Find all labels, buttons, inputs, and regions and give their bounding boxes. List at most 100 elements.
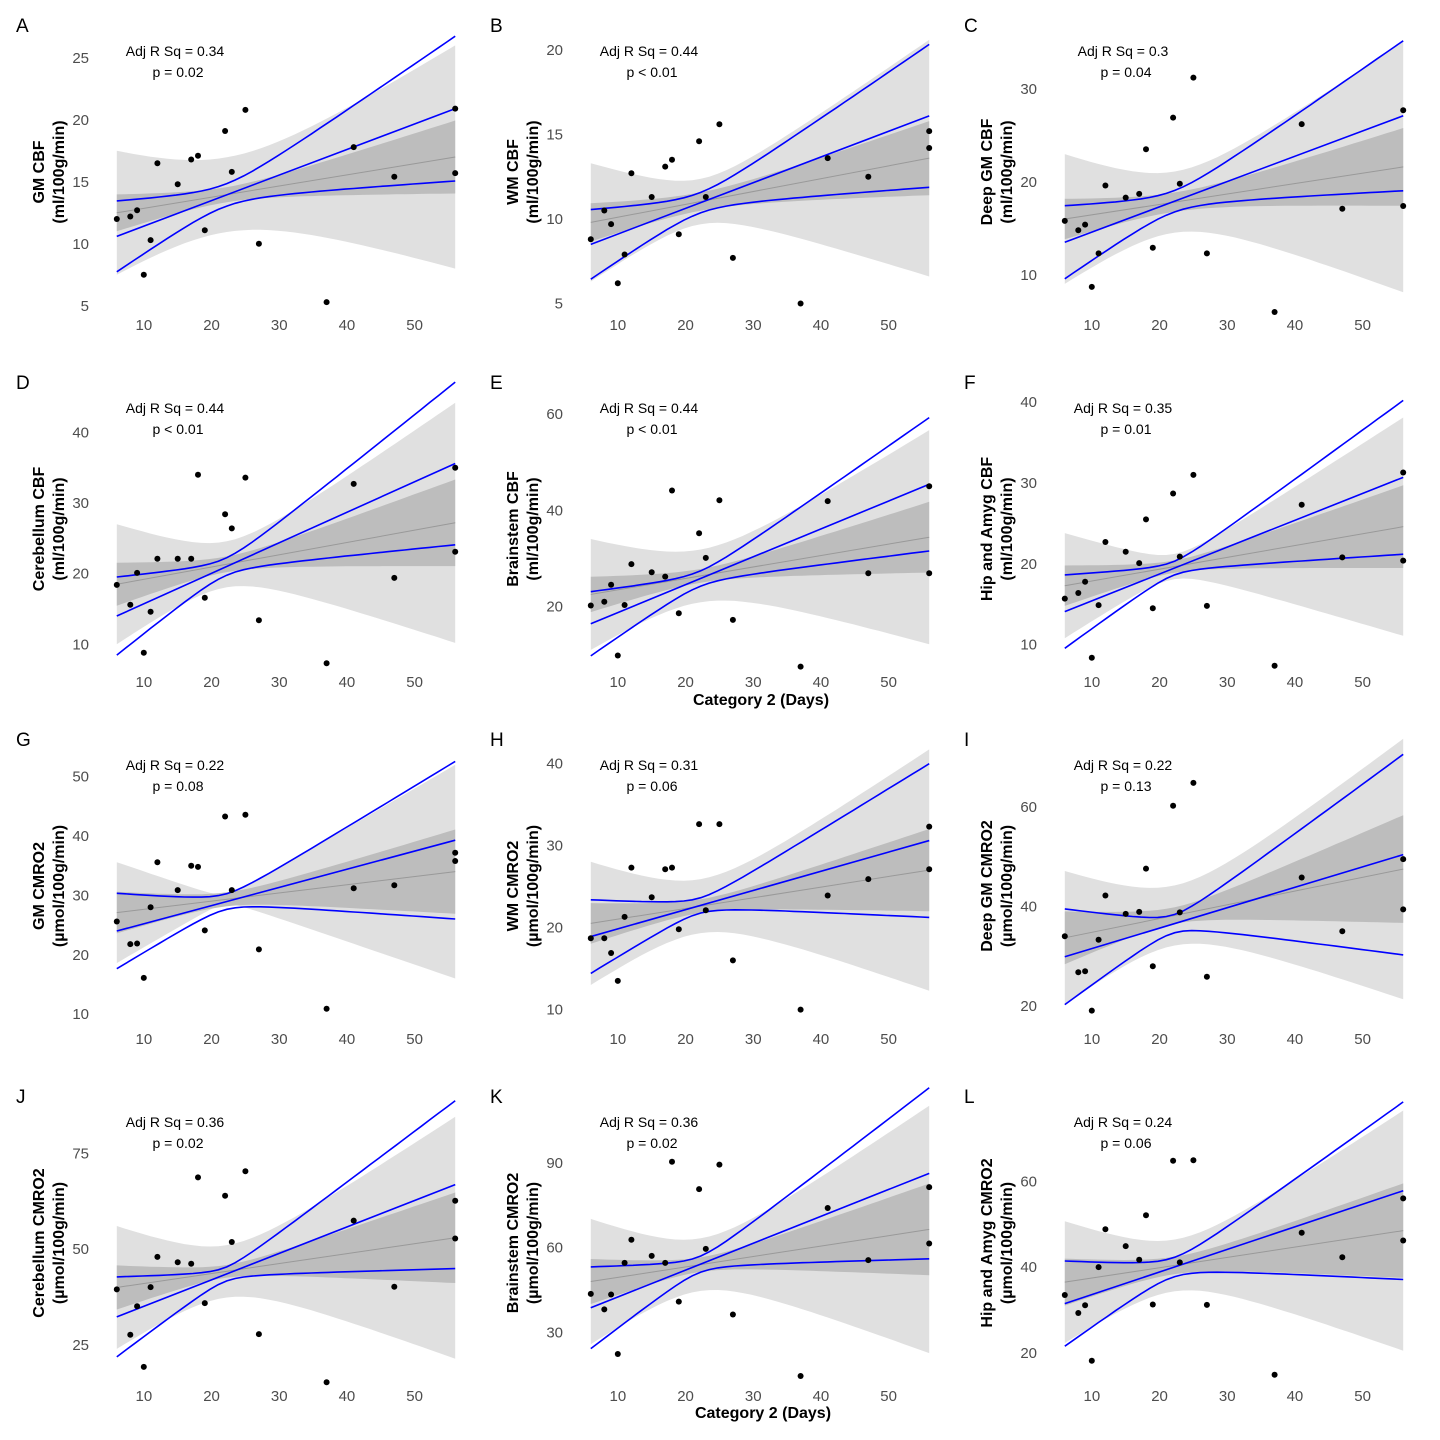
confidence-band [1064,485,1404,606]
data-point [391,1283,398,1290]
y-tick-label: 40 [1020,394,1037,411]
data-point [452,105,459,112]
data-point [1149,1301,1156,1308]
data-point [608,581,615,588]
data-point [201,1300,208,1307]
y-tick-label: 5 [81,298,89,315]
reference-line [1064,166,1404,220]
data-point [1136,1256,1143,1263]
x-tick-label: 50 [880,1388,897,1405]
y-tick-label: 15 [72,174,89,191]
data-point [195,1174,201,1181]
data-point [1075,1310,1082,1316]
adj-r-sq-label: Adj R Sq = 0.44 [600,400,699,416]
ci-lower-line [590,1258,930,1350]
confidence-band [590,501,930,613]
y-axis-label-line1: Cerebellum CMRO2 [31,1168,48,1317]
data-point [716,497,723,504]
data-point [1136,190,1143,197]
y-tick-label: 20 [1020,556,1037,573]
data-point [669,1158,675,1165]
data-point [147,1284,154,1291]
y-tick-label: 60 [1020,799,1037,816]
data-point [1102,1226,1109,1233]
y-axis-label-line2: (ml/100g/min) [999,120,1016,223]
data-point [614,280,621,287]
ci-upper-line [116,35,456,202]
x-axis-label-middle-row: Category 2 (Days) [692,692,830,709]
ci-lower-line [1064,1271,1404,1347]
x-tick-label: 30 [1219,1388,1236,1405]
data-point [350,885,357,892]
data-point [614,1351,621,1357]
data-point [1170,114,1177,121]
y-axis-label: WM CBF (ml/100g/min) [505,120,542,223]
adj-r-sq-label: Adj R Sq = 0.36 [600,1114,699,1130]
p-value-label: p = 0.02 [153,64,204,80]
data-point [140,974,147,981]
data-point [1102,892,1109,899]
data-point [228,525,235,532]
x-tick-label: 30 [271,1388,288,1405]
x-tick-label: 50 [1354,317,1371,334]
data-point [729,957,736,964]
data-point [648,894,655,901]
y-axis-label: Brainstem CBF (ml/100g/min) [505,471,542,587]
panel-c: 10 20 30 40 50 10 20 30 Deep GM CBF (ml/100g/min)… [948,0,1422,356]
data-point [621,251,628,258]
data-point [865,1257,872,1264]
y-tick-label: 10 [1020,637,1037,654]
data-point [1339,205,1346,212]
adj-r-sq-label: Adj R Sq = 0.31 [600,757,699,773]
x-tick-label: 10 [1084,1388,1101,1405]
data-point [255,240,262,247]
data-point [134,569,141,576]
x-tick-label: 30 [271,674,288,691]
ci-lower-line [1064,553,1404,649]
prediction-band [1064,738,1404,1005]
ci-upper-line [590,1087,930,1268]
data-point [127,213,134,220]
data-point [350,480,357,487]
x-tick-label: 50 [1354,674,1371,691]
y-axis-label-line2: (ml/100g/min) [525,120,542,223]
y-axis-label: WM CMRO2 (µmol/100g/min) [505,825,542,947]
data-point [628,561,635,568]
fit-line [116,1183,456,1318]
fit-line [1064,115,1404,243]
x-tick-label: 40 [813,1031,830,1048]
prediction-band [1064,41,1404,293]
data-point [452,1235,459,1242]
data-point [452,548,459,555]
data-point [188,862,195,869]
adj-r-sq-label: Adj R Sq = 0.22 [126,757,225,773]
x-tick-label: 40 [339,674,356,691]
x-tick-label: 20 [677,674,694,691]
x-tick-label: 30 [745,674,762,691]
panel-letter: I [964,730,969,751]
y-axis-label-line1: Brainstem CMRO2 [505,1173,522,1314]
data-point [662,163,669,170]
data-point [113,918,120,925]
data-point [1102,182,1109,189]
y-tick-label: 20 [1020,1345,1037,1362]
data-point [1075,227,1082,234]
data-point [608,1291,615,1298]
data-point [1271,1371,1278,1378]
data-point [228,1239,235,1245]
data-point [1149,605,1156,612]
data-point [195,152,201,159]
x-tick-label: 40 [339,317,356,334]
y-tick-label: 10 [1020,267,1037,284]
data-point [926,483,933,490]
data-point [926,145,933,151]
prediction-band [1064,417,1404,639]
x-tick-label: 50 [406,1388,423,1405]
confidence-band [1064,815,1404,965]
data-point [926,1184,933,1191]
y-tick-label: 20 [546,920,563,937]
data-point [391,882,398,889]
data-point [1088,283,1095,290]
panel-i: 10 20 30 40 50 20 40 60 Deep GM CMRO2 (µmol/100g/… [948,714,1422,1070]
